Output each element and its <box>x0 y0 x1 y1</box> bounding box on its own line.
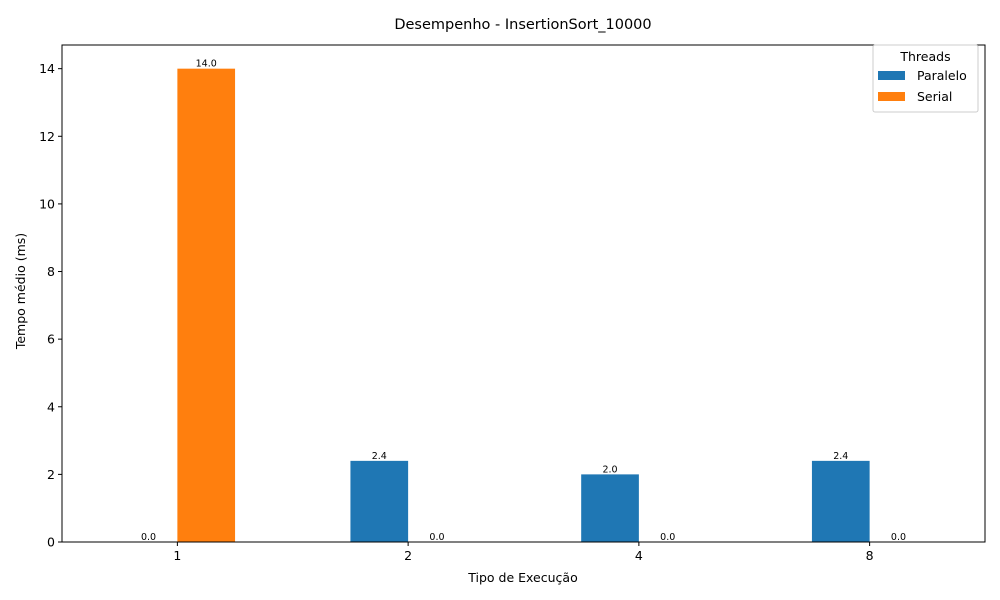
x-tick-label: 2 <box>404 548 412 563</box>
y-tick-label: 14 <box>39 61 55 76</box>
y-tick-label: 4 <box>47 399 55 414</box>
y-tick-label: 6 <box>47 332 55 347</box>
data-label: 2.4 <box>372 451 387 462</box>
data-label: 0.0 <box>660 532 675 543</box>
data-label: 0.0 <box>891 532 906 543</box>
bar-paralelo-2 <box>350 460 409 542</box>
axes-frame <box>61 44 986 543</box>
data-label: 0.0 <box>141 532 156 543</box>
x-axis-label: Tipo de Execução <box>467 570 577 585</box>
legend: Threads Paralelo Serial <box>872 44 979 113</box>
data-label: 0.0 <box>429 532 444 543</box>
data-label: 14.0 <box>196 59 217 70</box>
y-axis-label: Tempo médio (ms) <box>13 233 28 350</box>
x-tick-label: 8 <box>866 548 874 563</box>
y-tick-label: 0 <box>47 535 55 550</box>
legend-entry-serial: Serial <box>917 89 952 104</box>
y-tick-label: 10 <box>39 196 55 211</box>
x-tick-label: 1 <box>173 548 181 563</box>
legend-swatch-paralelo <box>878 71 905 80</box>
data-label: 2.0 <box>602 464 617 475</box>
legend-entry-paralelo: Paralelo <box>917 68 967 83</box>
chart-title: Desempenho - InsertionSort_10000 <box>394 17 651 33</box>
y-tick-label: 8 <box>47 264 55 279</box>
legend-title: Threads <box>899 49 950 64</box>
legend-swatch-serial <box>878 92 905 101</box>
bar-paralelo-8 <box>811 460 870 542</box>
bar-paralelo-4 <box>581 474 639 542</box>
y-tick-label: 12 <box>39 129 55 144</box>
y-tick-label: 2 <box>47 467 55 482</box>
x-tick-label: 4 <box>635 548 643 563</box>
bar-serial-1 <box>177 68 236 543</box>
data-label: 2.4 <box>833 451 848 462</box>
